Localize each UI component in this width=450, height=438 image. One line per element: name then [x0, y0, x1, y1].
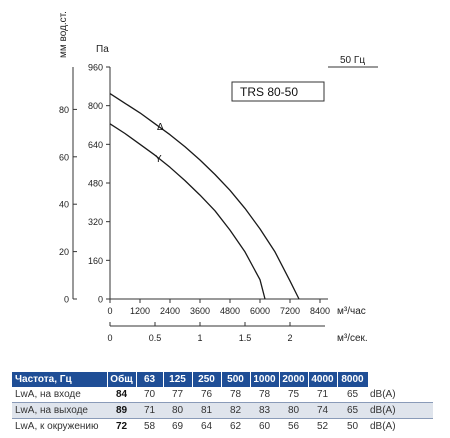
y2-tick-label: 0 — [64, 295, 69, 305]
table-header-cell: Общ — [107, 372, 137, 387]
table-header-row: Частота, Гц Общ 63 125 250 500 1000 2000 4000 800… — [12, 372, 433, 387]
row-unit: dB(A) — [370, 389, 396, 400]
table-row: LwA, на входе 84 70 77 76 78 78 75 71 65 dB(A) — [12, 387, 433, 403]
x-tick-label: 2400 — [160, 306, 180, 316]
table-header-cell — [368, 372, 433, 387]
row-value: 56 — [279, 418, 308, 434]
x2-tick-label: 1.5 — [239, 333, 252, 343]
frequency-label: 50 Гц — [340, 55, 365, 66]
y-tick-label: 0 — [98, 295, 103, 305]
row-label: LwA, на входе — [15, 389, 81, 400]
y2-axis-label: мм вод.ст. — [58, 11, 69, 58]
y2-tick-label: 60 — [59, 152, 69, 162]
row-value: 65 — [346, 389, 359, 400]
x-axis-label: м³/час — [337, 306, 366, 317]
row-value: 62 — [221, 418, 250, 434]
y-tick-label: 160 — [88, 256, 103, 266]
y-tick-label: 800 — [88, 101, 103, 111]
x2-tick-label: 0 — [107, 333, 112, 343]
row-value: 71 — [316, 389, 329, 400]
table-header-cell: 63 — [136, 372, 164, 387]
table-header-cell: 8000 — [337, 372, 369, 387]
row-unit: dB(A) — [368, 402, 433, 419]
y-axis-label: Па — [96, 44, 109, 55]
x2-tick-label: 1 — [197, 333, 202, 343]
table-header-label: Частота, Гц — [12, 372, 108, 387]
curve-y — [109, 123, 266, 300]
model-title-box — [231, 81, 325, 102]
row-value: 69 — [163, 418, 192, 434]
x-tick-label: 1200 — [130, 306, 150, 316]
row-value: 58 — [136, 418, 163, 434]
row-value: 81 — [192, 402, 221, 419]
y-tick-label: 480 — [88, 179, 103, 189]
row-value: 82 — [221, 402, 250, 419]
y-tick-label: 960 — [88, 63, 103, 73]
table-header-cell: 250 — [192, 372, 222, 387]
x-tick-label: 8400 — [310, 306, 330, 316]
x-tick-label: 4800 — [220, 306, 240, 316]
row-unit: dB(A) — [368, 418, 433, 434]
row-value: 83 — [250, 402, 279, 419]
table-header-cell: 2000 — [279, 372, 309, 387]
table-header-cell: 500 — [221, 372, 251, 387]
y2-tick-label: 80 — [59, 105, 69, 115]
row-value: 77 — [171, 389, 184, 400]
row-label: LwA, к окружению — [12, 418, 107, 434]
row-value: 70 — [143, 389, 156, 400]
noise-level-table: Частота, Гц Общ 63 125 250 500 1000 2000 4000 800… — [12, 372, 433, 434]
curve-label: Y — [155, 154, 162, 165]
row-value: 64 — [192, 418, 221, 434]
x-tick-label: 6000 — [250, 306, 270, 316]
x-tick-label: 0 — [107, 306, 112, 316]
table-header-cell: 125 — [163, 372, 193, 387]
x2-tick-label: 0.5 — [149, 333, 162, 343]
row-value: 78 — [258, 389, 271, 400]
curve-label: Δ — [157, 122, 164, 133]
row-value: 50 — [337, 418, 368, 434]
row-label: LwA, на выходе — [12, 402, 107, 419]
y-tick-label: 320 — [88, 217, 103, 227]
curve-delta — [109, 93, 300, 300]
x2-tick-label: 2 — [287, 333, 292, 343]
curves: ΔY — [109, 93, 300, 300]
row-value: 52 — [308, 418, 337, 434]
x-tick-label: 3600 — [190, 306, 210, 316]
row-value: 75 — [287, 389, 300, 400]
row-value: 78 — [229, 389, 242, 400]
row-value: 65 — [337, 402, 368, 419]
x-tick-label: 7200 — [280, 306, 300, 316]
y2-tick-label: 20 — [59, 247, 69, 257]
row-total: 84 — [115, 389, 128, 400]
table-header-cell: 4000 — [308, 372, 338, 387]
axes — [72, 66, 378, 327]
row-value: 60 — [250, 418, 279, 434]
x2-axis-label: м³/сек. — [337, 333, 368, 344]
row-total: 72 — [107, 418, 136, 434]
table-row: LwA, на выходе 89 71 80 81 82 83 80 74 65 dB(A) — [12, 402, 433, 419]
row-value: 76 — [200, 389, 213, 400]
row-value: 80 — [163, 402, 192, 419]
y-tick-label: 640 — [88, 140, 103, 150]
y2-tick-label: 40 — [59, 200, 69, 210]
table-row: LwA, к окружению 72 58 69 64 62 60 56 52 50 dB(A) — [12, 418, 433, 434]
row-value: 80 — [279, 402, 308, 419]
row-value: 74 — [308, 402, 337, 419]
row-total: 89 — [107, 402, 136, 419]
model-title: TRS 80-50 — [240, 85, 298, 99]
table-header-cell: 1000 — [250, 372, 280, 387]
row-value: 71 — [136, 402, 163, 419]
